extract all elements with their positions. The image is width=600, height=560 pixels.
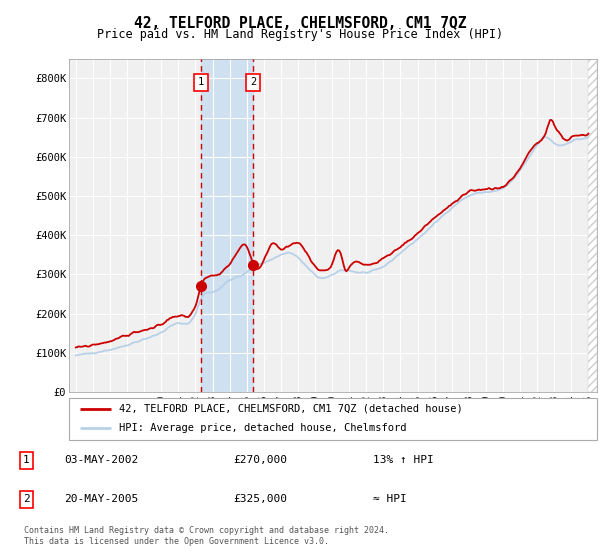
Bar xyxy=(201,59,253,392)
Text: 2: 2 xyxy=(250,77,256,87)
Text: £325,000: £325,000 xyxy=(233,494,287,504)
Text: ≈ HPI: ≈ HPI xyxy=(373,494,407,504)
Text: 42, TELFORD PLACE, CHELMSFORD, CM1 7QZ (detached house): 42, TELFORD PLACE, CHELMSFORD, CM1 7QZ (… xyxy=(119,404,463,414)
Text: 03-MAY-2002: 03-MAY-2002 xyxy=(64,455,139,465)
Text: £270,000: £270,000 xyxy=(233,455,287,465)
FancyBboxPatch shape xyxy=(69,398,597,440)
Text: HPI: Average price, detached house, Chelmsford: HPI: Average price, detached house, Chel… xyxy=(119,423,407,433)
Text: 1: 1 xyxy=(23,455,30,465)
Text: 42, TELFORD PLACE, CHELMSFORD, CM1 7QZ: 42, TELFORD PLACE, CHELMSFORD, CM1 7QZ xyxy=(134,16,466,31)
Text: 20-MAY-2005: 20-MAY-2005 xyxy=(64,494,139,504)
Text: 2: 2 xyxy=(23,494,30,504)
Text: Contains HM Land Registry data © Crown copyright and database right 2024.
This d: Contains HM Land Registry data © Crown c… xyxy=(24,526,389,546)
Text: 13% ↑ HPI: 13% ↑ HPI xyxy=(373,455,434,465)
Text: Price paid vs. HM Land Registry's House Price Index (HPI): Price paid vs. HM Land Registry's House … xyxy=(97,28,503,41)
Text: 1: 1 xyxy=(198,77,204,87)
